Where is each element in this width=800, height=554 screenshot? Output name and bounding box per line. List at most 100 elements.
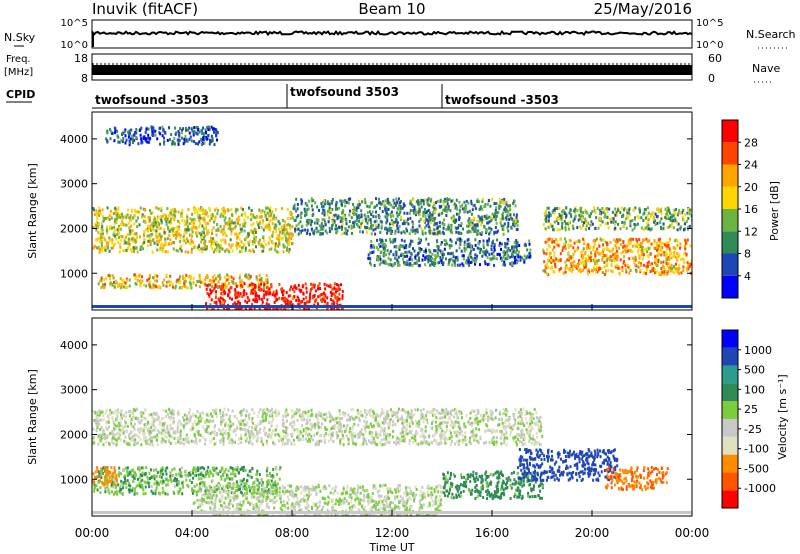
- range-time-cell: [340, 199, 343, 203]
- range-time-cell: [174, 210, 177, 214]
- range-time-cell: [657, 263, 660, 267]
- range-time-cell: [341, 227, 343, 231]
- range-time-cell: [152, 238, 155, 242]
- range-time-cell: [206, 125, 209, 129]
- range-time-cell: [433, 206, 436, 210]
- range-time-cell: [595, 270, 598, 274]
- range-time-cell: [286, 217, 289, 220]
- range-time-cell: [135, 128, 138, 131]
- range-time-cell: [110, 246, 113, 250]
- range-time-cell: [141, 213, 144, 217]
- range-time-cell: [238, 308, 241, 310]
- range-time-cell: [178, 138, 181, 142]
- range-time-cell: [468, 245, 471, 249]
- range-time-cell: [361, 219, 364, 223]
- range-time-cell: [514, 250, 517, 254]
- range-time-cell: [137, 216, 139, 220]
- range-time-cell: [563, 245, 566, 249]
- range-time-cell: [396, 200, 399, 204]
- range-time-cell: [321, 232, 324, 236]
- range-time-cell: [117, 207, 120, 211]
- range-time-cell: [582, 247, 585, 251]
- range-time-cell: [689, 208, 692, 212]
- range-time-cell: [373, 220, 376, 224]
- range-time-cell: [269, 210, 271, 214]
- range-time-cell: [472, 204, 475, 208]
- range-time-cell: [459, 428, 462, 432]
- range-time-cell: [447, 263, 450, 266]
- range-time-cell: [593, 206, 595, 210]
- range-time-cell: [184, 250, 187, 254]
- range-time-cell: [505, 202, 508, 206]
- range-time-cell: [204, 136, 206, 140]
- range-time-cell: [591, 222, 594, 226]
- range-time-cell: [413, 205, 416, 209]
- range-time-cell: [206, 431, 209, 435]
- range-time-cell: [471, 208, 474, 212]
- range-time-cell: [304, 282, 307, 286]
- power-cbar-label: Power [dB]: [768, 181, 781, 241]
- range-time-cell: [481, 254, 484, 258]
- range-time-cell: [260, 297, 263, 301]
- range-time-cell: [374, 215, 377, 219]
- range-time-cell: [173, 136, 176, 140]
- range-time-cell: [122, 223, 125, 227]
- range-time-cell: [513, 213, 515, 217]
- range-time-cell: [263, 286, 265, 289]
- range-time-cell: [266, 307, 269, 310]
- range-time-cell: [302, 414, 305, 418]
- range-time-cell: [427, 209, 430, 212]
- range-time-cell: [512, 220, 515, 224]
- range-time-cell: [379, 430, 382, 433]
- range-time-cell: [398, 204, 401, 208]
- range-time-cell: [216, 223, 219, 226]
- range-time-cell: [470, 249, 472, 253]
- range-time-cell: [626, 208, 629, 212]
- range-time-cell: [676, 251, 679, 255]
- range-time-cell: [108, 274, 111, 278]
- range-time-cell: [422, 202, 425, 206]
- range-time-cell: [252, 215, 255, 219]
- range-time-cell: [625, 270, 628, 274]
- range-time-cell: [422, 210, 425, 214]
- range-time-cell: [687, 267, 690, 271]
- range-time-cell: [484, 203, 487, 207]
- range-time-cell: [328, 202, 331, 206]
- range-time-cell: [519, 255, 522, 259]
- range-time-cell: [299, 220, 302, 224]
- range-time-cell: [125, 138, 128, 142]
- range-time-cell: [394, 255, 397, 259]
- range-time-cell: [622, 245, 625, 249]
- range-time-cell: [95, 429, 98, 433]
- range-time-cell: [389, 222, 391, 226]
- range-time-cell: [636, 250, 639, 254]
- range-time-cell: [555, 207, 558, 210]
- range-time-cell: [483, 215, 486, 218]
- range-time-cell: [170, 213, 173, 217]
- range-time-cell: [525, 409, 528, 413]
- range-time-cell: [266, 226, 269, 230]
- range-time-cell: [429, 263, 432, 267]
- range-time-cell: [390, 408, 392, 412]
- range-time-cell: [572, 264, 575, 268]
- range-time-cell: [328, 216, 331, 220]
- range-time-cell: [348, 213, 351, 217]
- range-time-cell: [677, 222, 680, 226]
- range-time-cell: [647, 247, 650, 251]
- range-time-cell: [384, 442, 387, 446]
- range-time-cell: [161, 215, 164, 218]
- range-time-cell: [224, 299, 227, 303]
- range-time-cell: [229, 227, 232, 231]
- range-time-cell: [394, 250, 397, 254]
- range-time-cell: [412, 204, 415, 208]
- range-time-cell: [420, 248, 423, 251]
- range-time-cell: [310, 197, 313, 201]
- range-time-cell: [135, 236, 138, 240]
- range-time-cell: [687, 208, 690, 211]
- range-time-cell: [208, 419, 211, 423]
- range-time-cell: [107, 274, 110, 277]
- range-time-cell: [445, 257, 447, 261]
- range-time-cell: [282, 250, 285, 254]
- range-time-cell: [395, 218, 398, 221]
- range-time-cell: [394, 220, 397, 224]
